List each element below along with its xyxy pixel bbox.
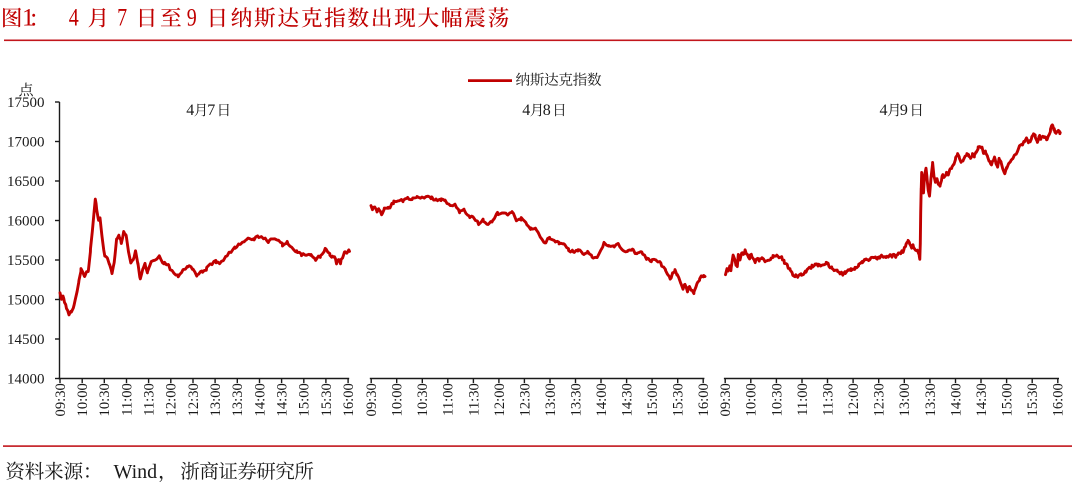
svg-text:11:00: 11:00: [795, 383, 811, 416]
svg-text:16:00: 16:00: [341, 383, 357, 416]
svg-text:15:00: 15:00: [297, 383, 313, 416]
svg-text:14:30: 14:30: [974, 383, 990, 416]
svg-text:4: 4: [186, 102, 194, 119]
svg-text:14:30: 14:30: [620, 383, 636, 416]
svg-text:4: 4: [69, 4, 79, 32]
svg-text:1: 1: [22, 5, 35, 32]
svg-text:13:00: 13:00: [208, 383, 224, 416]
svg-text:13:30: 13:30: [230, 383, 246, 416]
svg-text:12:00: 12:00: [164, 383, 180, 416]
svg-text:16:00: 16:00: [696, 383, 712, 416]
svg-text:10:30: 10:30: [97, 383, 113, 416]
svg-text:15500: 15500: [7, 253, 45, 269]
svg-text:10:30: 10:30: [415, 383, 431, 416]
svg-text:8: 8: [543, 102, 551, 119]
svg-text:14:30: 14:30: [275, 383, 291, 416]
svg-text:15:30: 15:30: [671, 383, 687, 416]
svg-text:Wind: Wind: [114, 461, 158, 483]
svg-text:12:30: 12:30: [517, 383, 533, 416]
svg-text:15000: 15000: [7, 293, 45, 309]
svg-text:12:30: 12:30: [872, 383, 888, 416]
svg-text::: :: [30, 5, 37, 32]
svg-text:14000: 14000: [7, 372, 45, 388]
svg-text:10:00: 10:00: [75, 383, 91, 416]
svg-text:14:00: 14:00: [948, 383, 964, 416]
svg-text:14500: 14500: [7, 332, 45, 348]
svg-text:10:30: 10:30: [769, 383, 785, 416]
svg-text:10:00: 10:00: [390, 383, 406, 416]
svg-text:13:30: 13:30: [568, 383, 584, 416]
svg-text:13:30: 13:30: [923, 383, 939, 416]
svg-text:09:30: 09:30: [364, 383, 380, 416]
svg-text:15:00: 15:00: [1000, 383, 1016, 416]
svg-text:09:30: 09:30: [718, 383, 734, 416]
svg-text:11:00: 11:00: [441, 383, 457, 416]
svg-text:11:30: 11:30: [466, 383, 482, 416]
svg-text:14:00: 14:00: [594, 383, 610, 416]
svg-text:11:30: 11:30: [142, 383, 158, 416]
svg-text:9: 9: [900, 102, 908, 119]
svg-text:17000: 17000: [7, 135, 45, 151]
svg-text:9: 9: [187, 4, 197, 32]
svg-text:7: 7: [207, 102, 215, 119]
svg-text:4: 4: [522, 102, 530, 119]
svg-text:11:00: 11:00: [119, 383, 135, 416]
svg-text:4: 4: [880, 102, 888, 119]
svg-text:15:30: 15:30: [319, 383, 335, 416]
svg-text:11:30: 11:30: [820, 383, 836, 416]
svg-text:17500: 17500: [7, 95, 45, 111]
svg-text:12:00: 12:00: [846, 383, 862, 416]
svg-text:16500: 16500: [7, 174, 45, 190]
svg-text:09:30: 09:30: [53, 383, 69, 416]
svg-text:15:30: 15:30: [1025, 383, 1041, 416]
svg-text:12:30: 12:30: [186, 383, 202, 416]
svg-text:12:00: 12:00: [492, 383, 508, 416]
svg-text:16000: 16000: [7, 214, 45, 230]
svg-text:16:00: 16:00: [1051, 383, 1067, 416]
svg-text:14:00: 14:00: [252, 383, 268, 416]
svg-text:7: 7: [117, 4, 127, 32]
svg-text:13:00: 13:00: [897, 383, 913, 416]
svg-text:10:00: 10:00: [744, 383, 760, 416]
svg-text:13:00: 13:00: [543, 383, 559, 416]
svg-text:15:00: 15:00: [645, 383, 661, 416]
